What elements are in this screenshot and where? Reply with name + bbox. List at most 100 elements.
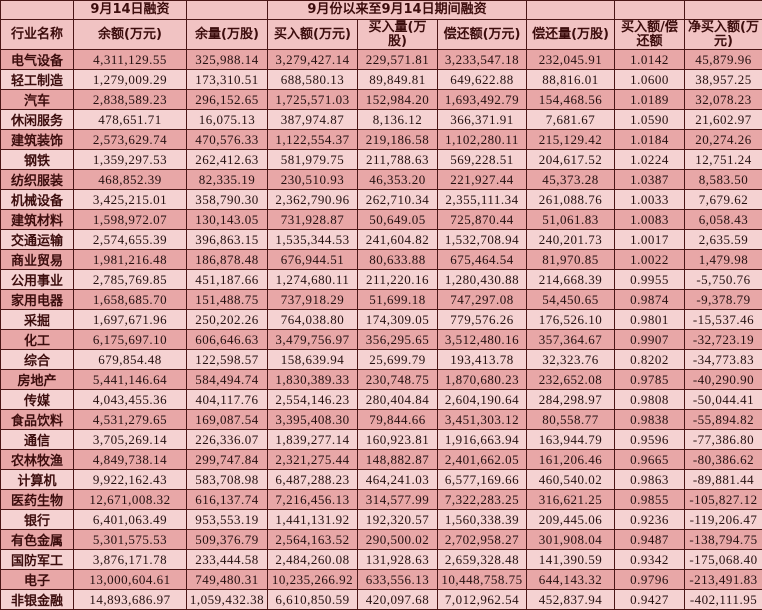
value-cell: 7,679.62 (685, 190, 762, 210)
value-cell: 2,635.59 (685, 230, 762, 250)
value-cell: 4,043,455.36 (74, 390, 187, 410)
group-header-row: 9月14日融资 9月份以来至9月14日期间融资 (1, 1, 762, 20)
column-header-net-buy: 净买入额(万元) (685, 20, 762, 50)
value-cell: 452,837.94 (527, 590, 615, 610)
value-cell: 301,908.04 (527, 530, 615, 550)
value-cell: 1.0189 (615, 90, 685, 110)
value-cell: 616,137.74 (187, 490, 268, 510)
value-cell: 45,373.28 (527, 170, 615, 190)
value-cell: -119,206.47 (685, 510, 762, 530)
value-cell: 229,571.81 (358, 50, 438, 70)
value-cell: 420,097.68 (358, 590, 438, 610)
value-cell: 644,143.32 (527, 570, 615, 590)
value-cell: 173,310.51 (187, 70, 268, 90)
industry-name-cell: 传媒 (1, 390, 74, 410)
value-cell: -32,723.19 (685, 330, 762, 350)
value-cell: 478,651.71 (74, 110, 187, 130)
industry-name-cell: 采掘 (1, 310, 74, 330)
industry-name-cell: 建筑材料 (1, 210, 74, 230)
industry-name-cell: 房地产 (1, 370, 74, 390)
value-cell: 464,241.03 (358, 470, 438, 490)
value-cell: 1,359,297.53 (74, 150, 187, 170)
value-cell: -138,794.75 (685, 530, 762, 550)
industry-name-cell: 电子 (1, 570, 74, 590)
group-header-sep14: 9月14日融资 (74, 1, 187, 20)
value-cell: 779,576.26 (438, 310, 527, 330)
industry-name-cell: 钢铁 (1, 150, 74, 170)
value-cell: 1.0033 (615, 190, 685, 210)
group-header-spacer (685, 1, 762, 20)
value-cell: 688,580.13 (268, 70, 358, 90)
value-cell: 1,697,671.96 (74, 310, 187, 330)
value-cell: 232,652.08 (527, 370, 615, 390)
value-cell: 731,928.87 (268, 210, 358, 230)
value-cell: 193,413.78 (438, 350, 527, 370)
value-cell: 1.0387 (615, 170, 685, 190)
value-cell: 25,699.79 (358, 350, 438, 370)
value-cell: 676,944.51 (268, 250, 358, 270)
value-cell: -15,537.46 (685, 310, 762, 330)
value-cell: 1,839,277.14 (268, 430, 358, 450)
value-cell: 230,510.93 (268, 170, 358, 190)
value-cell: 1,830,389.33 (268, 370, 358, 390)
value-cell: 749,480.31 (187, 570, 268, 590)
value-cell: 1,059,432.38 (187, 590, 268, 610)
value-cell: 0.9236 (615, 510, 685, 530)
industry-name-cell: 机械设备 (1, 190, 74, 210)
value-cell: 633,556.13 (358, 570, 438, 590)
column-header-balance: 余额(万元) (74, 20, 187, 50)
value-cell: 0.9808 (615, 390, 685, 410)
value-cell: 953,553.19 (187, 510, 268, 530)
column-header-balance-volume: 余量(万股) (187, 20, 268, 50)
value-cell: 460,540.02 (527, 470, 615, 490)
value-cell: 747,297.08 (438, 290, 527, 310)
value-cell: -40,290.90 (685, 370, 762, 390)
industry-name-cell: 商业贸易 (1, 250, 74, 270)
value-cell: 325,988.14 (187, 50, 268, 70)
value-cell: 163,944.79 (527, 430, 615, 450)
value-cell: 6,610,850.59 (268, 590, 358, 610)
industry-name-cell: 农林牧渔 (1, 450, 74, 470)
value-cell: 3,279,427.14 (268, 50, 358, 70)
value-cell: 1,693,492.79 (438, 90, 527, 110)
value-cell: 4,311,129.55 (74, 50, 187, 70)
value-cell: 2,574,655.39 (74, 230, 187, 250)
value-cell: 316,621.25 (527, 490, 615, 510)
value-cell: 2,554,146.23 (268, 390, 358, 410)
industry-name-cell: 纺织服装 (1, 170, 74, 190)
value-cell: 356,295.65 (358, 330, 438, 350)
value-cell: 1,560,338.39 (438, 510, 527, 530)
value-cell: 1,916,663.94 (438, 430, 527, 450)
value-cell: 219,186.58 (358, 130, 438, 150)
value-cell: 396,863.15 (187, 230, 268, 250)
value-cell: 1,279,009.29 (74, 70, 187, 90)
value-cell: 262,710.34 (358, 190, 438, 210)
industry-name-cell: 综合 (1, 350, 74, 370)
value-cell: 214,668.39 (527, 270, 615, 290)
value-cell: 130,143.05 (187, 210, 268, 230)
value-cell: 148,882.87 (358, 450, 438, 470)
value-cell: 10,235,266.92 (268, 570, 358, 590)
value-cell: 6,487,288.23 (268, 470, 358, 490)
value-cell: 3,512,480.16 (438, 330, 527, 350)
column-header-buy-repay-ratio: 买入额/偿还额 (615, 20, 685, 50)
value-cell: 1,981,216.48 (74, 250, 187, 270)
value-cell: 569,228.51 (438, 150, 527, 170)
industry-name-cell: 医药生物 (1, 490, 74, 510)
group-header-spacer (615, 1, 685, 20)
value-cell: -105,827.12 (685, 490, 762, 510)
value-cell: 209,445.06 (527, 510, 615, 530)
value-cell: 299,747.84 (187, 450, 268, 470)
value-cell: 2,321,275.44 (268, 450, 358, 470)
value-cell: 14,893,686.97 (74, 590, 187, 610)
value-cell: 6,577,169.66 (438, 470, 527, 490)
value-cell: 204,617.52 (527, 150, 615, 170)
value-cell: 1.0590 (615, 110, 685, 130)
